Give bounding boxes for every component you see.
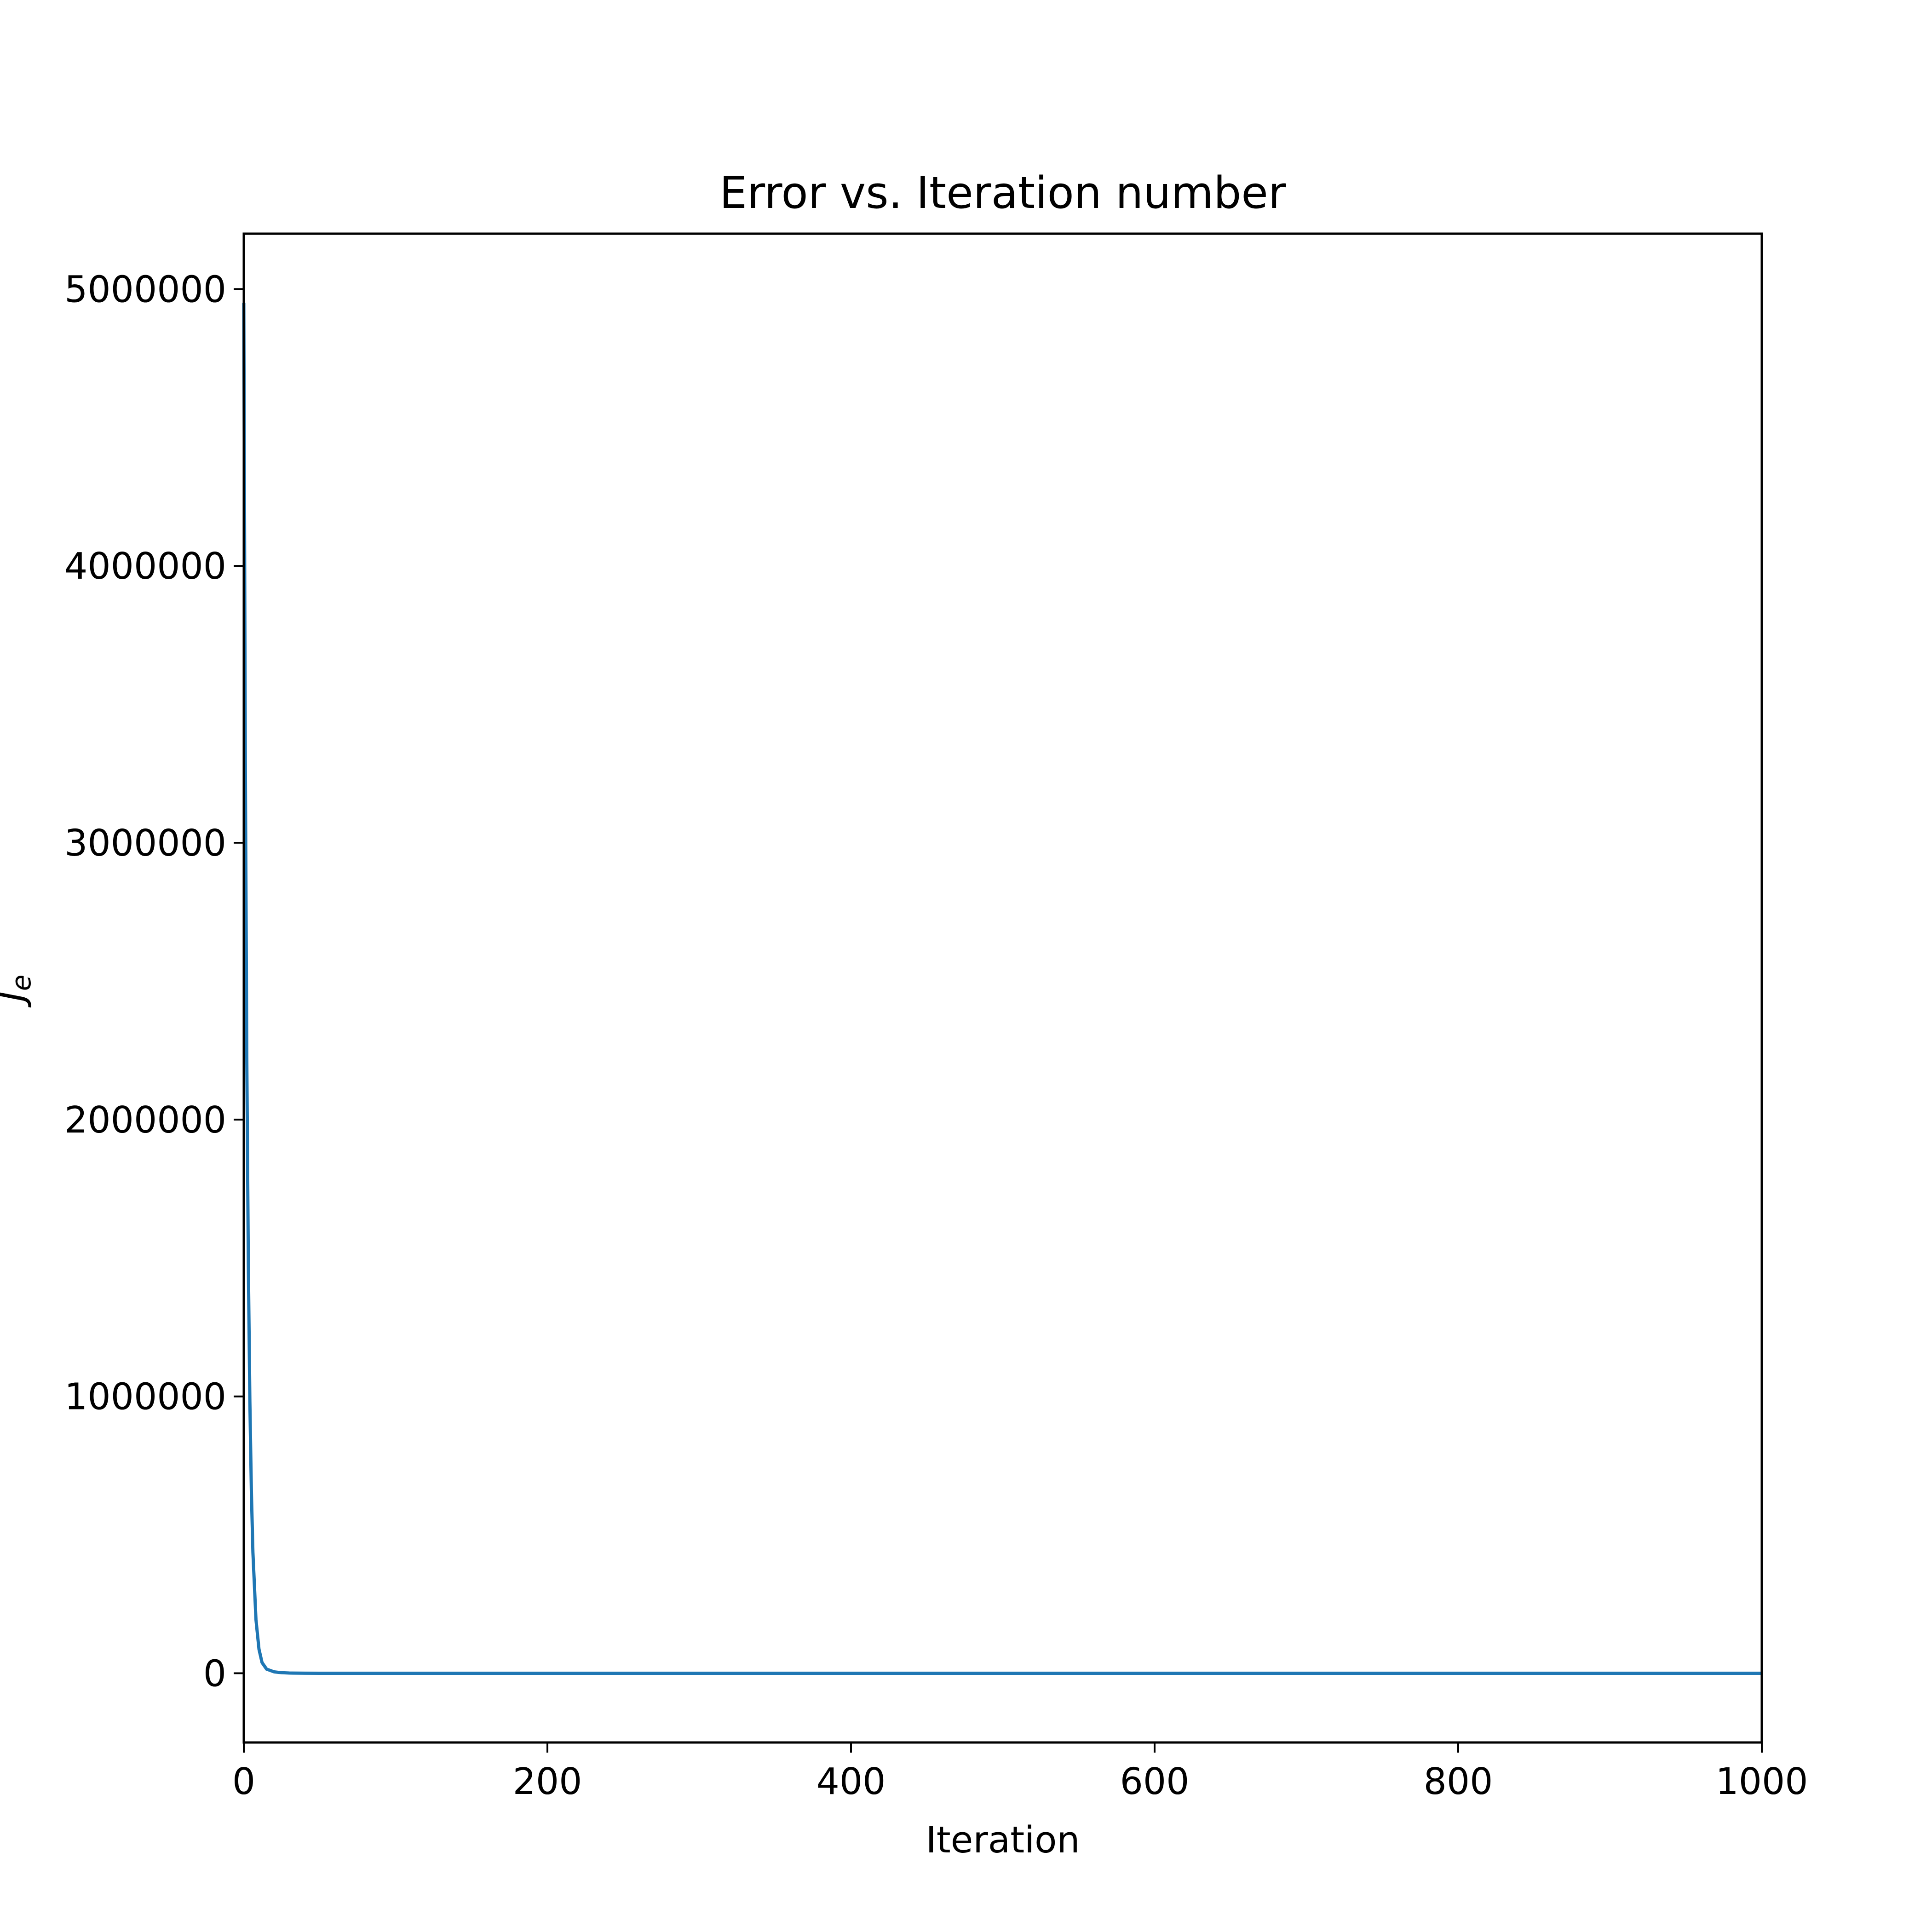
chart-title: Error vs. Iteration number: [719, 168, 1287, 218]
x-tick-label: 800: [1424, 1760, 1493, 1803]
x-axis-title: Iteration: [926, 1819, 1080, 1861]
y-tick-label: 4000000: [64, 545, 226, 587]
x-tick-label: 1000: [1715, 1760, 1808, 1803]
y-tick-label: 2000000: [64, 1099, 226, 1141]
y-tick-label: 3000000: [64, 822, 226, 864]
plot-area: [242, 303, 1762, 1675]
y-tick-label: 0: [203, 1653, 226, 1695]
x-axis-ticks: 0 200 400 600 800 1000: [232, 1742, 1808, 1803]
y-tick-label: 1000000: [64, 1376, 226, 1418]
x-tick-label: 600: [1120, 1760, 1190, 1803]
x-tick-label: 200: [513, 1760, 582, 1803]
x-tick-label: 400: [816, 1760, 886, 1803]
x-tick-label: 0: [232, 1760, 255, 1803]
y-axis-title-subscript: e: [6, 975, 37, 991]
y-axis-ticks: 0 1000000 2000000 3000000 4000000 5000000: [64, 268, 244, 1695]
series-line: [242, 303, 1762, 1675]
y-tick-label: 5000000: [64, 268, 226, 310]
axes-frame: [242, 232, 1763, 1744]
